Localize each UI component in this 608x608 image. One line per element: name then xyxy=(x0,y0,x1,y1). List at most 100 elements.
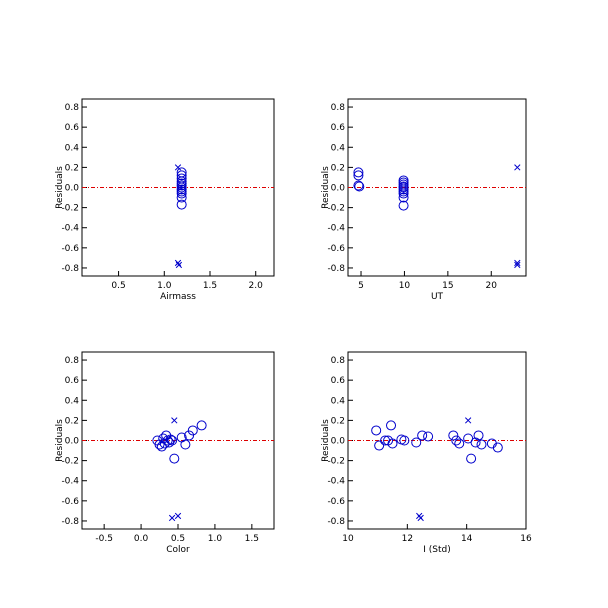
circle-marker xyxy=(374,440,385,451)
y-axis-label: Residuals xyxy=(321,419,331,462)
y-axis-label: Residuals xyxy=(55,419,65,462)
circle-marker xyxy=(180,439,191,450)
x-tick-label: 0.0 xyxy=(134,534,149,544)
y-tick-label: 0.2 xyxy=(65,416,79,426)
x-axis-label: UT xyxy=(431,292,444,302)
y-tick-label: 0.2 xyxy=(331,416,345,426)
circle-marker xyxy=(165,434,176,445)
cross-marker xyxy=(514,259,521,267)
x-tick-label: 16 xyxy=(520,534,532,544)
y-tick-label: -0.8 xyxy=(61,517,79,527)
circle-marker xyxy=(476,439,487,450)
circle-marker xyxy=(387,438,398,449)
x-axis-label: I (Std) xyxy=(423,545,451,555)
y-tick-label: 0.0 xyxy=(331,437,346,447)
scatter-panel-2: -0.8 -0.6 -0.4 -0.2 0.0 0.2 0.4 0.6 0.8 5 10 15 20 UT… xyxy=(321,98,527,302)
y-tick-label: 0.8 xyxy=(331,356,346,366)
plot-frame xyxy=(347,351,527,530)
circle-marker xyxy=(470,437,481,448)
y-axis-label: Residuals xyxy=(55,166,65,209)
circle-marker xyxy=(454,438,465,449)
y-tick-label: -0.2 xyxy=(327,204,345,214)
circle-marker xyxy=(386,420,397,431)
circle-marker xyxy=(196,420,207,431)
cross-marker xyxy=(168,514,176,522)
y-tick-label: -0.8 xyxy=(61,264,79,274)
circle-marker xyxy=(371,425,382,436)
y-tick-label: 0.4 xyxy=(331,143,346,153)
circle-marker xyxy=(187,425,198,436)
x-tick-label: 20 xyxy=(486,281,498,291)
cross-marker xyxy=(464,417,472,424)
cross-marker xyxy=(514,261,521,269)
circle-marker xyxy=(169,453,180,464)
cross-marker xyxy=(174,259,182,267)
circle-marker xyxy=(398,200,409,211)
x-tick-label: -0.5 xyxy=(95,534,113,544)
y-tick-label: -0.6 xyxy=(327,244,345,254)
y-tick-label: 0.4 xyxy=(65,143,80,153)
circle-marker xyxy=(353,167,364,178)
x-tick-label: 1.5 xyxy=(245,534,259,544)
y-tick-label: 0.4 xyxy=(65,396,80,406)
y-tick-label: -0.6 xyxy=(61,244,79,254)
y-tick-label: 0.2 xyxy=(331,163,345,173)
y-tick-label: -0.8 xyxy=(327,264,345,274)
circle-marker xyxy=(398,188,409,199)
y-tick-label: 0.6 xyxy=(65,376,80,386)
circle-marker xyxy=(423,431,434,442)
y-tick-label: 0.8 xyxy=(331,103,346,113)
y-tick-label: 0.0 xyxy=(65,437,80,447)
y-tick-label: -0.4 xyxy=(327,477,345,487)
y-tick-label: -0.6 xyxy=(61,497,79,507)
y-tick-label: 0.6 xyxy=(65,123,80,133)
x-tick-label: 14 xyxy=(461,534,473,544)
circle-marker xyxy=(398,192,409,203)
y-tick-label: 0.8 xyxy=(65,356,80,366)
circle-marker xyxy=(176,192,187,203)
circle-marker xyxy=(353,170,364,181)
cross-marker xyxy=(176,184,183,191)
circle-marker xyxy=(448,430,459,441)
y-tick-label: -0.2 xyxy=(61,204,79,214)
y-tick-label: 0.0 xyxy=(65,184,80,194)
y-tick-label: -0.2 xyxy=(327,457,345,467)
x-tick-label: 1.0 xyxy=(157,281,172,291)
y-tick-label: -0.4 xyxy=(327,224,345,234)
circle-marker xyxy=(167,435,178,446)
y-tick-label: 0.6 xyxy=(331,376,346,386)
x-tick-label: 10 xyxy=(342,534,354,544)
circle-marker xyxy=(399,435,410,446)
circle-marker xyxy=(176,170,187,181)
cross-marker xyxy=(417,514,424,522)
circle-marker xyxy=(354,181,365,192)
y-tick-label: 0.4 xyxy=(331,396,346,406)
x-tick-label: 15 xyxy=(442,281,453,291)
cross-marker xyxy=(174,164,182,171)
y-tick-label: 0.8 xyxy=(65,103,80,113)
circle-marker xyxy=(492,442,503,453)
scatter-panel-1: -0.8 -0.6 -0.4 -0.2 0.0 0.2 0.4 0.6 0.8 0.5 1.0 1.5… xyxy=(55,98,275,302)
cross-marker xyxy=(171,417,178,424)
x-axis-label: Airmass xyxy=(160,292,196,302)
x-axis-label: Color xyxy=(166,545,190,555)
circle-marker xyxy=(353,180,364,191)
y-axis-label: Residuals xyxy=(321,166,331,209)
x-tick-label: 10 xyxy=(399,281,411,291)
x-tick-label: 12 xyxy=(402,534,413,544)
x-tick-label: 1.5 xyxy=(203,281,217,291)
y-tick-label: 0.0 xyxy=(331,184,346,194)
y-tick-label: -0.4 xyxy=(61,477,79,487)
x-tick-label: 0.5 xyxy=(171,534,185,544)
cross-marker xyxy=(514,164,521,171)
circle-marker xyxy=(176,199,187,210)
y-tick-label: -0.4 xyxy=(61,224,79,234)
y-tick-label: -0.8 xyxy=(327,517,345,527)
x-tick-label: 1.0 xyxy=(208,534,223,544)
scatter-panel-4: -0.8 -0.6 -0.4 -0.2 0.0 0.2 0.4 0.6 0.8 10 12 14 16 I… xyxy=(321,351,532,555)
circle-marker xyxy=(466,453,477,464)
circle-marker xyxy=(473,430,484,441)
y-tick-label: -0.2 xyxy=(61,457,79,467)
y-tick-label: 0.6 xyxy=(331,123,346,133)
